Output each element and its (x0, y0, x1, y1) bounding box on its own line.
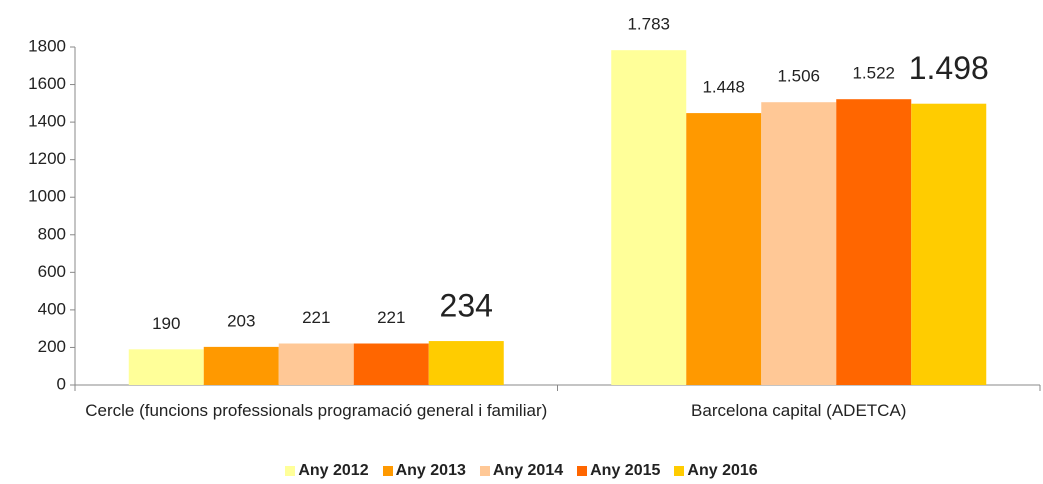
y-tick-label: 1400 (28, 112, 66, 131)
legend-item: Any 2014 (479, 462, 564, 480)
bar (128, 349, 204, 385)
y-tick-label: 0 (57, 374, 66, 393)
legend: Any 2012 Any 2013 Any 2014 Any 2015 Any 2016 (0, 462, 1043, 480)
legend-label: Any 2015 (590, 462, 661, 479)
legend-swatch (674, 466, 685, 476)
bar (428, 341, 504, 385)
y-tick-label: 1600 (28, 74, 66, 93)
y-tick-label: 600 (38, 262, 66, 281)
legend-swatch (285, 466, 296, 476)
legend-label: Any 2012 (298, 462, 369, 479)
legend-swatch (382, 466, 393, 476)
bar (278, 343, 354, 385)
legend-label: Any 2013 (395, 462, 466, 479)
legend-item: Any 2013 (382, 462, 466, 480)
data-label: 1.522 (852, 64, 895, 83)
y-tick-label: 400 (38, 299, 66, 318)
data-label: 190 (152, 314, 180, 333)
legend-swatch (577, 466, 588, 476)
y-tick-label: 200 (38, 337, 66, 356)
bar (836, 99, 912, 386)
x-tick-label: Barcelona capital (ADETCA) (691, 401, 907, 420)
data-label: 203 (227, 311, 255, 330)
legend-label: Any 2014 (492, 462, 564, 479)
data-label: 1.783 (627, 15, 670, 34)
data-label: 1.498 (909, 50, 989, 86)
y-tick-label: 800 (38, 224, 66, 243)
bar (203, 346, 279, 385)
legend-item: Any 2016 (674, 462, 758, 480)
bar (611, 50, 687, 385)
bar (353, 343, 429, 385)
data-label: 1.448 (702, 78, 745, 97)
data-label: 1.506 (777, 67, 820, 86)
legend-item: Any 2012 (285, 462, 369, 480)
legend-item: Any 2015 (577, 462, 660, 480)
x-tick-label: Cercle (funcions professionals programac… (85, 401, 548, 420)
bar (686, 113, 762, 385)
bar (911, 103, 987, 385)
y-tick-label: 1800 (28, 36, 66, 55)
legend-label: Any 2016 (687, 462, 758, 479)
legend-swatch (479, 466, 490, 476)
y-tick-label: 1000 (28, 187, 66, 206)
data-label: 221 (377, 308, 405, 327)
bar (761, 102, 837, 385)
y-tick-label: 1200 (28, 149, 66, 168)
data-label: 234 (440, 288, 493, 324)
data-label: 221 (302, 308, 330, 327)
